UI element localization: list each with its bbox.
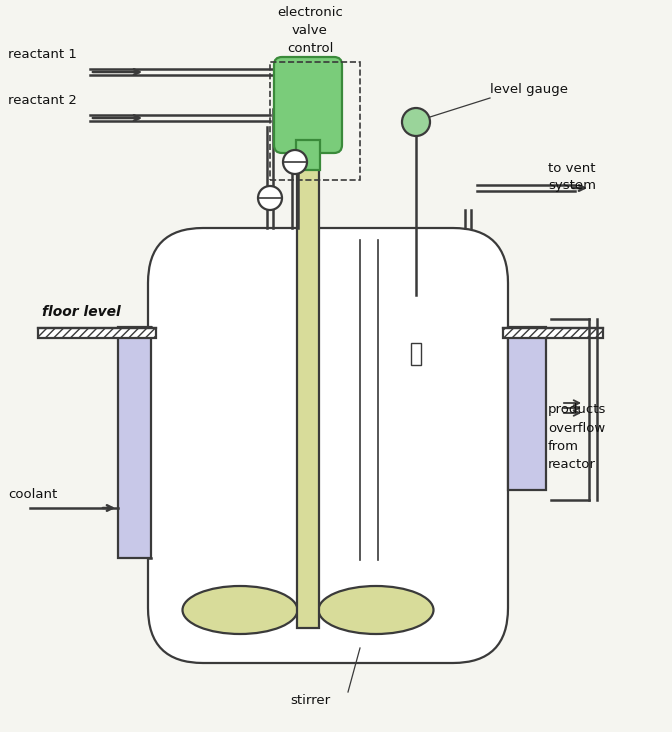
Circle shape — [283, 150, 307, 174]
Text: reactor: reactor — [548, 458, 596, 471]
Bar — [297, 90, 319, 628]
Bar — [296, 140, 320, 170]
Text: stirrer: stirrer — [290, 693, 330, 706]
Text: valve: valve — [292, 23, 328, 37]
Bar — [411, 343, 421, 365]
Bar — [38, 328, 156, 338]
FancyBboxPatch shape — [274, 57, 342, 153]
Bar — [508, 327, 546, 490]
Ellipse shape — [319, 586, 433, 634]
Text: electronic: electronic — [277, 6, 343, 18]
Text: to vent: to vent — [548, 162, 595, 174]
Text: coolant: coolant — [8, 488, 57, 501]
Circle shape — [258, 186, 282, 210]
Text: system: system — [548, 179, 596, 192]
FancyBboxPatch shape — [148, 228, 508, 663]
Text: control: control — [287, 42, 333, 54]
Circle shape — [402, 108, 430, 136]
Bar — [118, 327, 151, 558]
Text: overflow: overflow — [548, 422, 605, 435]
Text: from: from — [548, 439, 579, 452]
Text: reactant 1: reactant 1 — [8, 48, 77, 61]
Bar — [503, 328, 603, 338]
Text: floor level: floor level — [42, 305, 121, 319]
Ellipse shape — [183, 586, 298, 634]
Text: reactant 2: reactant 2 — [8, 94, 77, 106]
Text: level gauge: level gauge — [490, 83, 568, 97]
Text: products: products — [548, 403, 606, 417]
Bar — [270, 62, 360, 180]
